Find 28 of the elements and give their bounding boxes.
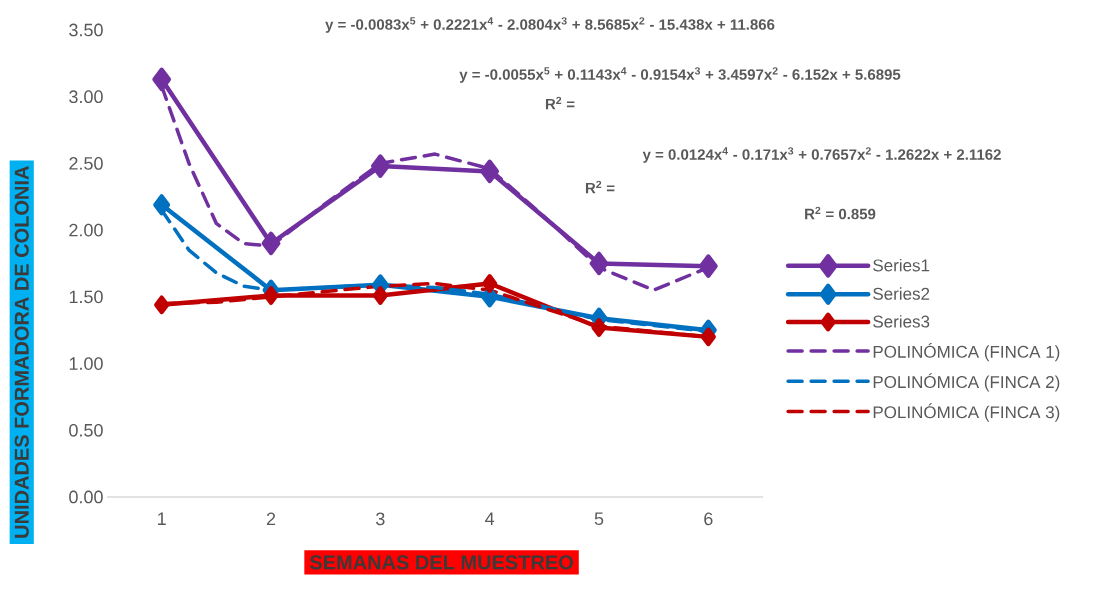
text: R$^{2}$ = 0.859 [805, 206, 876, 220]
x-tick-label: 4 [485, 512, 495, 525]
y-tick-label: 3.00 [69, 90, 103, 104]
x-tick-label: 3 [376, 512, 385, 526]
y-tick-label: 0.00 [69, 490, 103, 504]
x-tick-label: 5 [594, 512, 604, 526]
y-axis-title: UNIDADES FORMADORA DE COLONIA [14, 166, 29, 538]
x-tick-label: 2 [266, 512, 276, 526]
legend-label: POLINÓMICA (FINCA 2) [873, 373, 1060, 392]
x-tick-label: 1 [158, 512, 166, 525]
text: y = -0.0083x$^{5}$ + 0.2221x$^{4}$ - 2.0804x$^{3}$ + 8.5685x$^{2}$ - 15.438x + 11.866 [325, 17, 775, 33]
legend-label: Series2 [873, 287, 930, 300]
legend-label: POLINÓMICA (FINCA 3) [873, 403, 1060, 422]
annotation: R$^{2}$ = [545, 96, 575, 110]
x-axis-title: SEMANAS DEL MUESTREO [309, 555, 573, 570]
annotation: R$^{2}$ = [585, 180, 615, 194]
annotation: y = 0.0124x$^{4}$ - 0.171x$^{3}$ + 0.7657x$^{2}$ - 1.2622x + 2.1162 [642, 147, 1001, 163]
x-tick-label: 6 [704, 512, 713, 526]
y-tick-label: 1.50 [69, 290, 103, 304]
y-tick-label: 2.00 [69, 223, 103, 237]
y-tick-label: 0.50 [69, 423, 103, 437]
y-tick-label: 3.50 [69, 23, 103, 37]
legend-label: Series3 [873, 315, 930, 328]
legend-label: POLINÓMICA (FINCA 1) [873, 342, 1060, 362]
y-tick-label: 1.00 [69, 357, 103, 370]
y-tick-label: 2.50 [69, 157, 103, 170]
legend-label: Series1 [873, 258, 930, 272]
text: y = -0.0055x$^{5}$ + 0.1143x$^{4}$ - 0.9154x$^{3}$ + 3.4597x$^{2}$ - 6.152x + 5.6895 [459, 67, 901, 83]
